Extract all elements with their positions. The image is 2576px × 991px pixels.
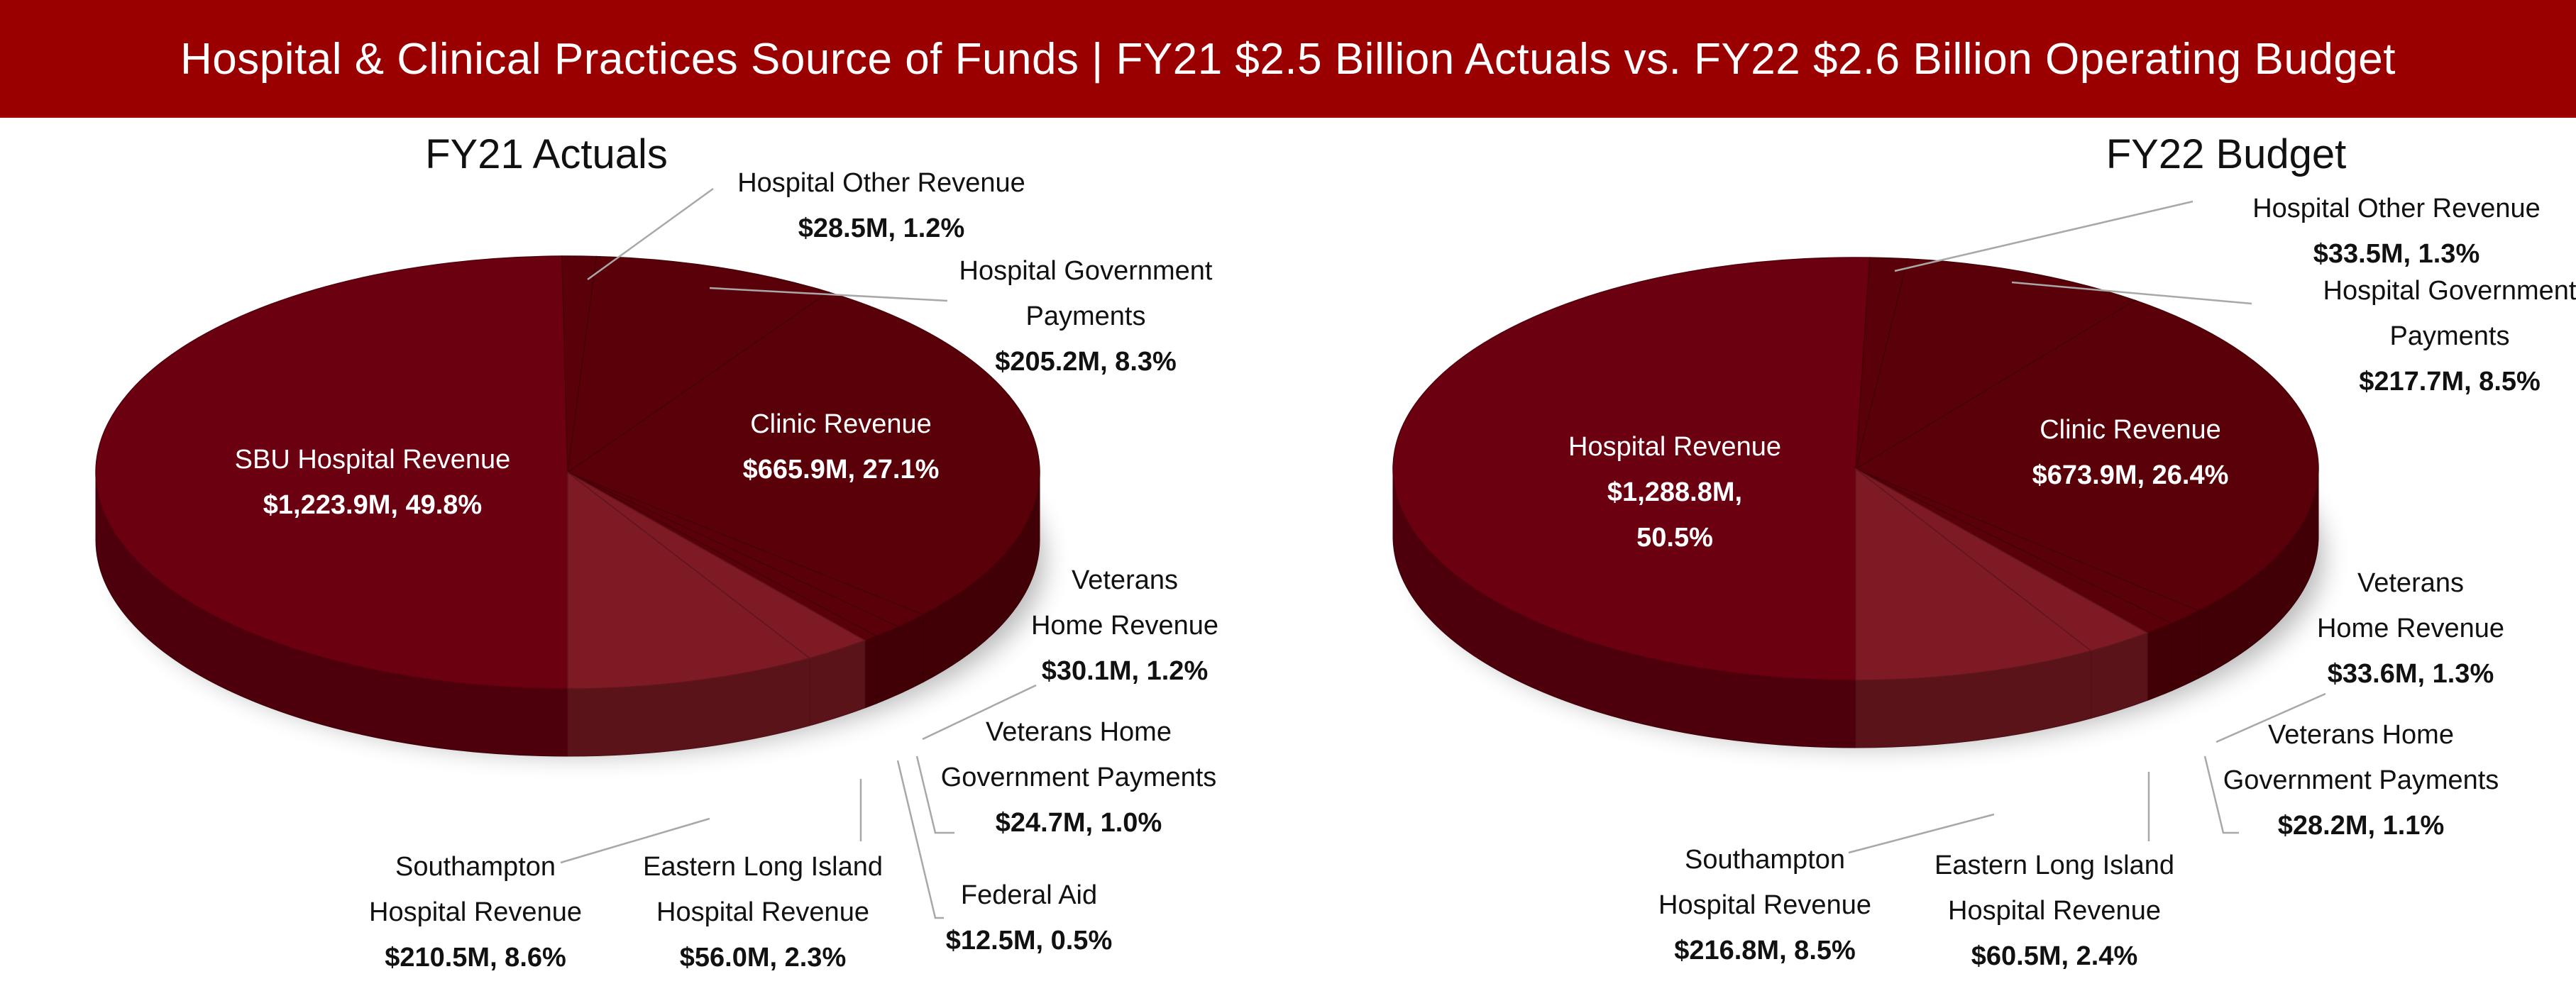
- slice-value-label: $60.5M, 2.4%: [1971, 941, 2138, 971]
- leader-line: [1894, 200, 2194, 272]
- slice-label: Clinic Revenue $673.9M, 26.4%: [2032, 407, 2229, 498]
- slice-label-line: Federal Aid: [960, 880, 1098, 910]
- slice-value-label: $217.7M, 8.5%: [2359, 367, 2541, 397]
- fy21-pie-chart: FY21 Actuals SBU Hospital Revenue $1,223.9…: [0, 118, 1288, 991]
- slice-label-line: Hospital Revenue: [656, 897, 869, 927]
- slice-value-label: $28.5M, 1.2%: [798, 214, 965, 243]
- slice-label-line: Payments: [2389, 321, 2510, 351]
- slice-value-label: $673.9M, 26.4%: [2032, 460, 2229, 490]
- slice-label-line: Veterans: [2357, 568, 2464, 598]
- leader-line: [709, 287, 948, 302]
- slice-label-line: Southampton: [395, 852, 556, 882]
- pie-slice-side: [2171, 610, 2199, 692]
- pie-svg: [95, 187, 1045, 919]
- slice-label-line: Hospital Other Revenue: [737, 168, 1025, 198]
- pie-svg: [1392, 200, 2326, 854]
- slice-label-line: Veterans Home: [2268, 720, 2454, 750]
- slice-label: Veterans Home Government Payments $24.7M, …: [941, 709, 1217, 846]
- slice-label: Veterans Home Government Payments $28.2M, …: [2223, 712, 2499, 848]
- page-title-banner: Hospital & Clinical Practices Source of …: [0, 0, 2576, 118]
- leader-line: [2216, 692, 2326, 743]
- slice-label-line: Hospital Revenue: [1568, 432, 1781, 462]
- slice-value-label: $33.5M, 1.3%: [2313, 239, 2480, 269]
- slice-label-line: Southampton: [1684, 845, 1846, 875]
- slice-label: Hospital Revenue $1,288.8M, 50.5%: [1568, 424, 1781, 560]
- chart-title: FY22 Budget: [2106, 131, 2347, 177]
- pie-slice-side: [2147, 622, 2172, 701]
- leader-line: [922, 684, 1037, 741]
- slice-label: Clinic Revenue $665.9M, 27.1%: [743, 402, 940, 492]
- slice-label: Hospital Government Payments $205.2M, 8.3%: [959, 248, 1213, 384]
- slice-label-line: Home Revenue: [1030, 611, 1219, 641]
- chart-title: FY21 Actuals: [425, 131, 668, 177]
- slice-label: Hospital Other Revenue $28.5M, 1.2%: [737, 160, 1025, 251]
- slice-label-line: Eastern Long Island: [642, 852, 884, 882]
- fy22-pie-chart: FY22 Budget Hospital Revenue $1,288.8M, 50.…: [1288, 118, 2576, 991]
- pie-slice-side: [876, 626, 899, 704]
- slice-value-label: $28.2M, 1.1%: [2277, 811, 2445, 841]
- pie-slice-side: [864, 635, 877, 709]
- slice-label-line: Home Revenue: [2316, 614, 2505, 643]
- pie-slice: [1854, 299, 2319, 611]
- slice-value-label: $24.7M, 1.0%: [995, 808, 1162, 838]
- slice-label-line: Government Payments: [2223, 765, 2499, 795]
- slice-label-line: Hospital Government: [2323, 276, 2576, 306]
- slice-value-label: $205.2M, 8.3%: [995, 347, 1177, 377]
- slice-label-line: SBU Hospital Revenue: [234, 445, 511, 475]
- slice-value-label: $33.6M, 1.3%: [2327, 659, 2494, 689]
- leader-line: [896, 760, 944, 919]
- slice-label-line: Clinic Revenue: [750, 409, 932, 439]
- slice-label: Eastern Long Island Hospital Revenue $56.0…: [643, 844, 883, 980]
- slice-label-line: 50.5%: [1636, 523, 1713, 553]
- leader-line: [560, 817, 710, 864]
- pie-slice: [567, 471, 811, 690]
- slice-label: Hospital Other Revenue $33.5M, 1.3%: [2252, 186, 2541, 277]
- slice-label: Southampton Hospital Revenue $210.5M, 8.6%: [369, 844, 582, 980]
- slice-label-line: Hospital Revenue: [1948, 896, 2161, 926]
- slice-label: Veterans Home Revenue $30.1M, 1.2%: [1031, 558, 1218, 694]
- slice-value-label: $30.1M, 1.2%: [1041, 656, 1209, 686]
- slice-label-line: $1,288.8M,: [1607, 477, 1743, 507]
- slice-value-label: $12.5M, 0.5%: [945, 926, 1113, 956]
- slice-label: Veterans Home Revenue $33.6M, 1.3%: [2317, 560, 2504, 697]
- leader-line: [2203, 755, 2239, 834]
- slice-label-line: Hospital Revenue: [369, 897, 582, 927]
- slice-label-line: Veterans: [1071, 565, 1178, 595]
- page-title: Hospital & Clinical Practices Source of …: [180, 34, 2396, 84]
- slice-label-line: Eastern Long Island: [1934, 851, 2175, 880]
- slice-label: Federal Aid $12.5M, 0.5%: [946, 873, 1112, 963]
- slice-label-line: Hospital Government: [959, 256, 1213, 286]
- slice-label: Hospital Government Payments $217.7M, 8.5%: [2323, 268, 2576, 404]
- slice-label: Eastern Long Island Hospital Revenue $60.5…: [1934, 843, 2174, 979]
- slice-value-label: $210.5M, 8.6%: [385, 943, 566, 973]
- slice-value-label: $1,223.9M, 49.8%: [263, 490, 483, 520]
- slice-label-line: Government Payments: [940, 763, 1217, 792]
- slice-value-label: $56.0M, 2.3%: [679, 943, 847, 973]
- slice-label-line: Payments: [1025, 301, 1146, 331]
- pie-slice: [1854, 258, 2137, 470]
- leader-line: [587, 187, 714, 281]
- leader-line: [2011, 281, 2252, 305]
- slice-label-line: Hospital Other Revenue: [2252, 194, 2541, 223]
- slice-label-line: Clinic Revenue: [2040, 415, 2221, 445]
- pie-slice: [566, 291, 1040, 616]
- slice-value-label: $665.9M, 27.1%: [742, 455, 940, 485]
- leader-line: [915, 755, 954, 834]
- pie-slice-side: [898, 614, 924, 695]
- slice-label: SBU Hospital Revenue $1,223.9M, 49.8%: [235, 437, 511, 528]
- slice-label: Southampton Hospital Revenue $216.8M, 8.5%: [1658, 837, 1871, 973]
- slice-value-label: $216.8M, 8.5%: [1674, 936, 1856, 965]
- pie-slice: [95, 255, 568, 690]
- leader-line: [1848, 813, 1995, 854]
- slice-label-line: Hospital Revenue: [1658, 890, 1871, 920]
- pie-slice: [1855, 467, 2093, 681]
- slice-label-line: Veterans Home: [986, 717, 1172, 747]
- pie-slice: [1392, 257, 1871, 681]
